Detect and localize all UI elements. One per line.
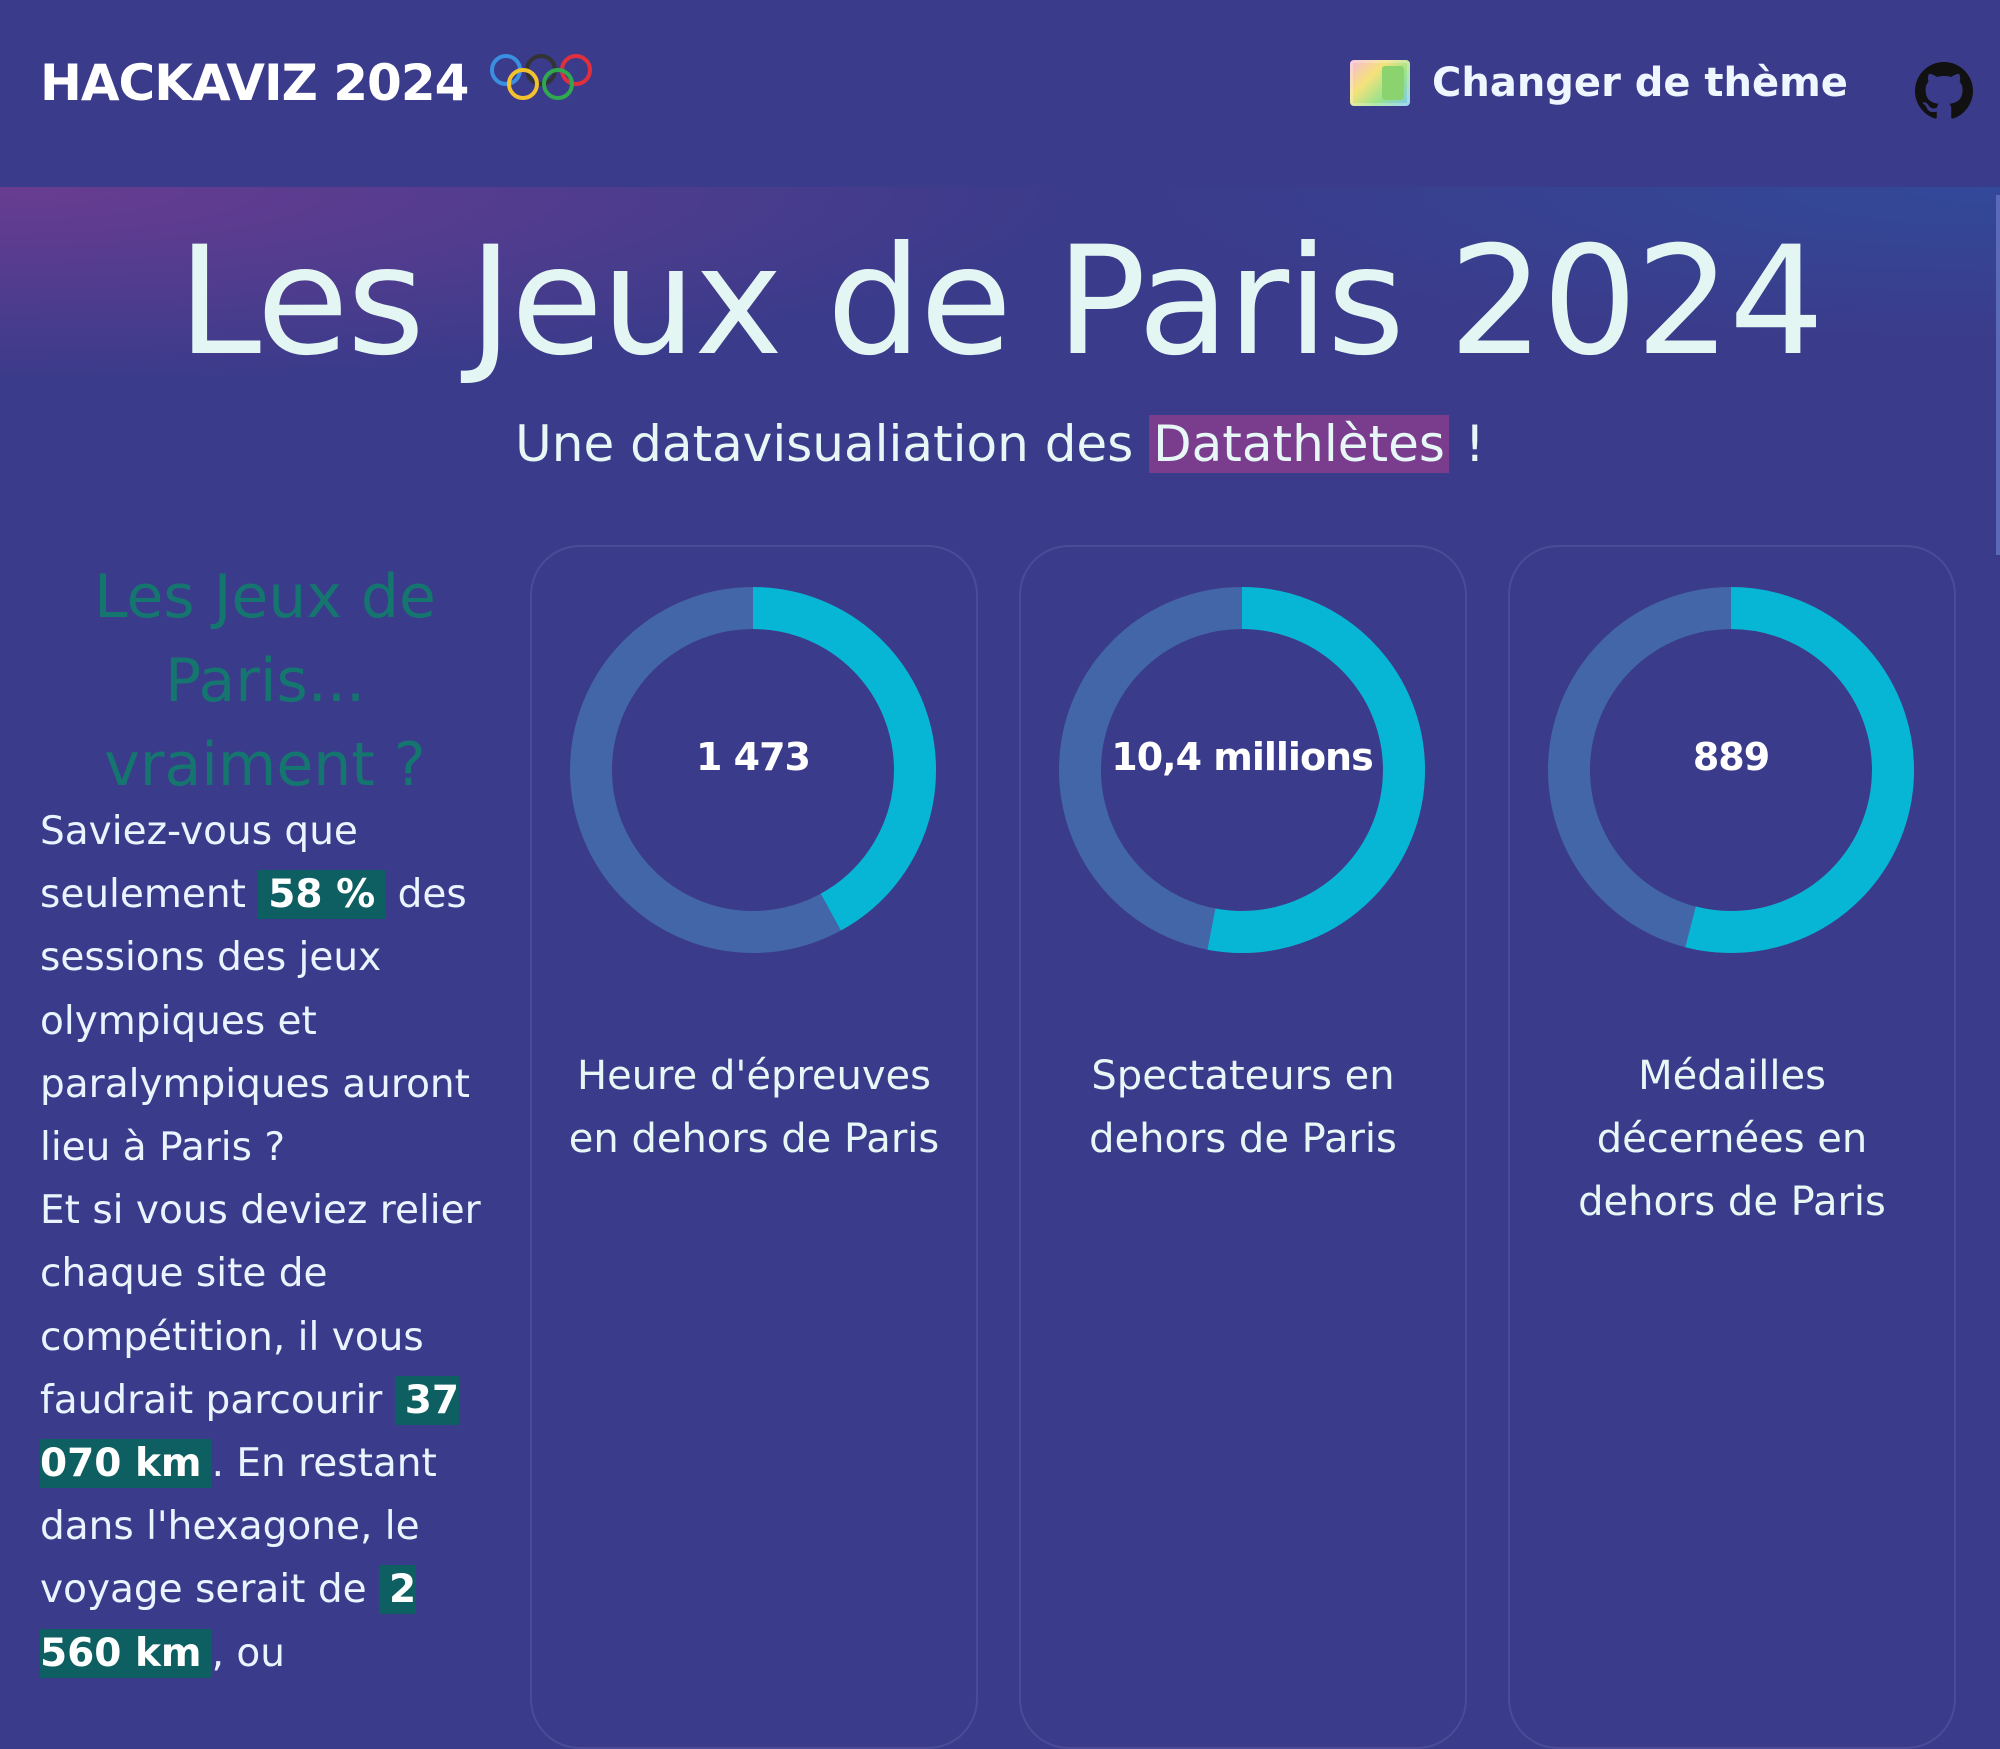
card-caption: Médailles décernées en dehors de Paris bbox=[1578, 1053, 1886, 1225]
p2-text-end: , ou bbox=[211, 1630, 285, 1676]
donut-value: 1 473 bbox=[696, 735, 811, 779]
donut-svg bbox=[570, 587, 936, 953]
donut-value: 889 bbox=[1692, 735, 1770, 779]
donut-value: 10,4 millions bbox=[1111, 735, 1373, 779]
stat-card-hours: 1 473 Heure d'épreuves en dehors de Pari… bbox=[530, 545, 978, 1749]
page-subtitle: Une datavisualiation des Datathlètes ! bbox=[0, 415, 2000, 473]
donut-fill bbox=[1059, 587, 1425, 953]
donut-chart: 10,4 millions bbox=[1059, 587, 1425, 953]
donut-chart: 889 bbox=[1548, 587, 1914, 953]
donut-fill bbox=[1548, 587, 1914, 953]
stat-card-medals: 889 Médailles décernées en dehors de Par… bbox=[1508, 545, 1956, 1749]
subtitle-text: Une datavisualiation des bbox=[515, 415, 1150, 473]
subtitle-highlight: Datathlètes bbox=[1149, 415, 1449, 473]
p2-text: Et si vous deviez relier chaque site de … bbox=[40, 1188, 481, 1423]
side-paragraph: Saviez-vous que seulement 58 % des sessi… bbox=[40, 800, 485, 1685]
p1-text: Saviez-vous que seulement bbox=[40, 809, 358, 918]
p2-text-mid: . En restant dans l'hexagone, le voyage … bbox=[40, 1441, 437, 1613]
scrollbar[interactable] bbox=[1996, 195, 2000, 555]
hero-section: Les Jeux de Paris 2024 Une datavisualiat… bbox=[0, 187, 2000, 547]
donut-svg bbox=[1548, 587, 1914, 953]
page-title: Les Jeux de Paris 2024 bbox=[177, 215, 1825, 389]
olympic-rings-icon bbox=[490, 54, 593, 100]
card-caption: Spectateurs en dehors de Paris bbox=[1089, 1053, 1397, 1162]
card-caption: Heure d'épreuves en dehors de Paris bbox=[568, 1053, 940, 1162]
palette-icon bbox=[1350, 60, 1410, 106]
percent-badge: 58 % bbox=[258, 870, 386, 920]
brand-title: HACKAVIZ 2024 bbox=[40, 54, 469, 112]
donut-chart: 1 473 bbox=[570, 587, 936, 953]
top-navigation-bar: HACKAVIZ 2024 Changer de thème bbox=[0, 0, 2000, 187]
github-icon[interactable] bbox=[1915, 62, 1973, 120]
change-theme-button[interactable]: Changer de thème bbox=[1350, 60, 1848, 106]
p1-text-end: des sessions des jeux olympiques et para… bbox=[40, 872, 470, 1171]
stat-card-spectators: 10,4 millions Spectateurs en dehors de P… bbox=[1019, 545, 1467, 1749]
brand-link[interactable]: HACKAVIZ 2024 bbox=[40, 54, 594, 112]
side-heading: Les Jeux de Paris... vraiment ? bbox=[94, 562, 436, 800]
subtitle-end: ! bbox=[1448, 415, 1485, 473]
donut-svg bbox=[1059, 587, 1425, 953]
donut-fill bbox=[570, 587, 936, 953]
change-theme-label: Changer de thème bbox=[1432, 60, 1848, 106]
